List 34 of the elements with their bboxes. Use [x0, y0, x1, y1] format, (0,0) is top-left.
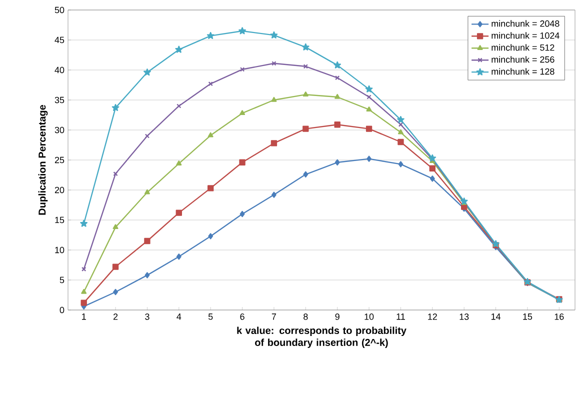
- x-tick-label: 4: [176, 314, 182, 320]
- legend-label: minchunk = 512: [492, 44, 554, 51]
- x-axis-title: k value: corresponds to probability of boundary insertion (2^-k): [237, 326, 406, 348]
- legend-label: minchunk = 128: [492, 68, 554, 75]
- y-tick-label: 40: [54, 66, 64, 74]
- y-tick-label: 35: [54, 96, 64, 104]
- y-tick-label: 50: [54, 6, 64, 14]
- x-tick-label: 3: [145, 314, 150, 320]
- x-tick-label: 5: [208, 314, 213, 320]
- x-tick-label: 6: [240, 314, 244, 320]
- x-tick-label: 2: [113, 314, 118, 320]
- y-tick-label: 0: [60, 306, 64, 314]
- x-tick-label: 13: [460, 314, 469, 320]
- y-tick-label: 10: [55, 246, 64, 254]
- y-tick-label: 25: [54, 156, 64, 164]
- x-tick-label: 1: [82, 314, 86, 320]
- y-tick-label: 5: [60, 276, 64, 284]
- y-tick-label: 20: [54, 186, 64, 194]
- x-tick-label: 16: [554, 314, 564, 320]
- y-tick-label: 15: [55, 216, 64, 224]
- legend-label: minchunk = 1024: [492, 32, 560, 39]
- x-tick-label: 7: [272, 314, 276, 320]
- y-tick-label: 30: [54, 126, 64, 134]
- x-tick-label: 12: [428, 314, 437, 320]
- x-tick-label: 8: [304, 314, 308, 320]
- x-tick-label: 14: [491, 314, 500, 320]
- x-tick-label: 15: [523, 314, 532, 320]
- legend-label: minchunk = 2048: [492, 20, 560, 27]
- x-tick-label: 11: [396, 314, 405, 320]
- x-tick-label: 10: [364, 314, 374, 320]
- y-tick-label: 45: [54, 36, 64, 44]
- x-tick-label: 9: [335, 314, 340, 320]
- legend-label: minchunk = 256: [492, 56, 554, 63]
- y-axis-title: Duplication Percentage: [38, 104, 48, 215]
